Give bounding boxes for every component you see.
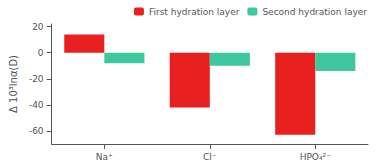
svg-text:20: 20 xyxy=(32,22,44,32)
svg-text:First hydration layer: First hydration layer xyxy=(149,7,240,17)
svg-text:Cl⁻: Cl⁻ xyxy=(203,152,217,162)
svg-text:Na⁺: Na⁺ xyxy=(96,152,113,162)
svg-text:-20: -20 xyxy=(29,74,44,84)
svg-text:0: 0 xyxy=(38,48,44,58)
svg-text:-40: -40 xyxy=(29,100,44,110)
svg-text:Δ 10³lnα(D): Δ 10³lnα(D) xyxy=(8,55,19,113)
svg-text:-60: -60 xyxy=(29,126,44,136)
svg-text:HPO₄²⁻: HPO₄²⁻ xyxy=(300,152,331,162)
svg-text:Second hydration layer: Second hydration layer xyxy=(262,7,367,17)
